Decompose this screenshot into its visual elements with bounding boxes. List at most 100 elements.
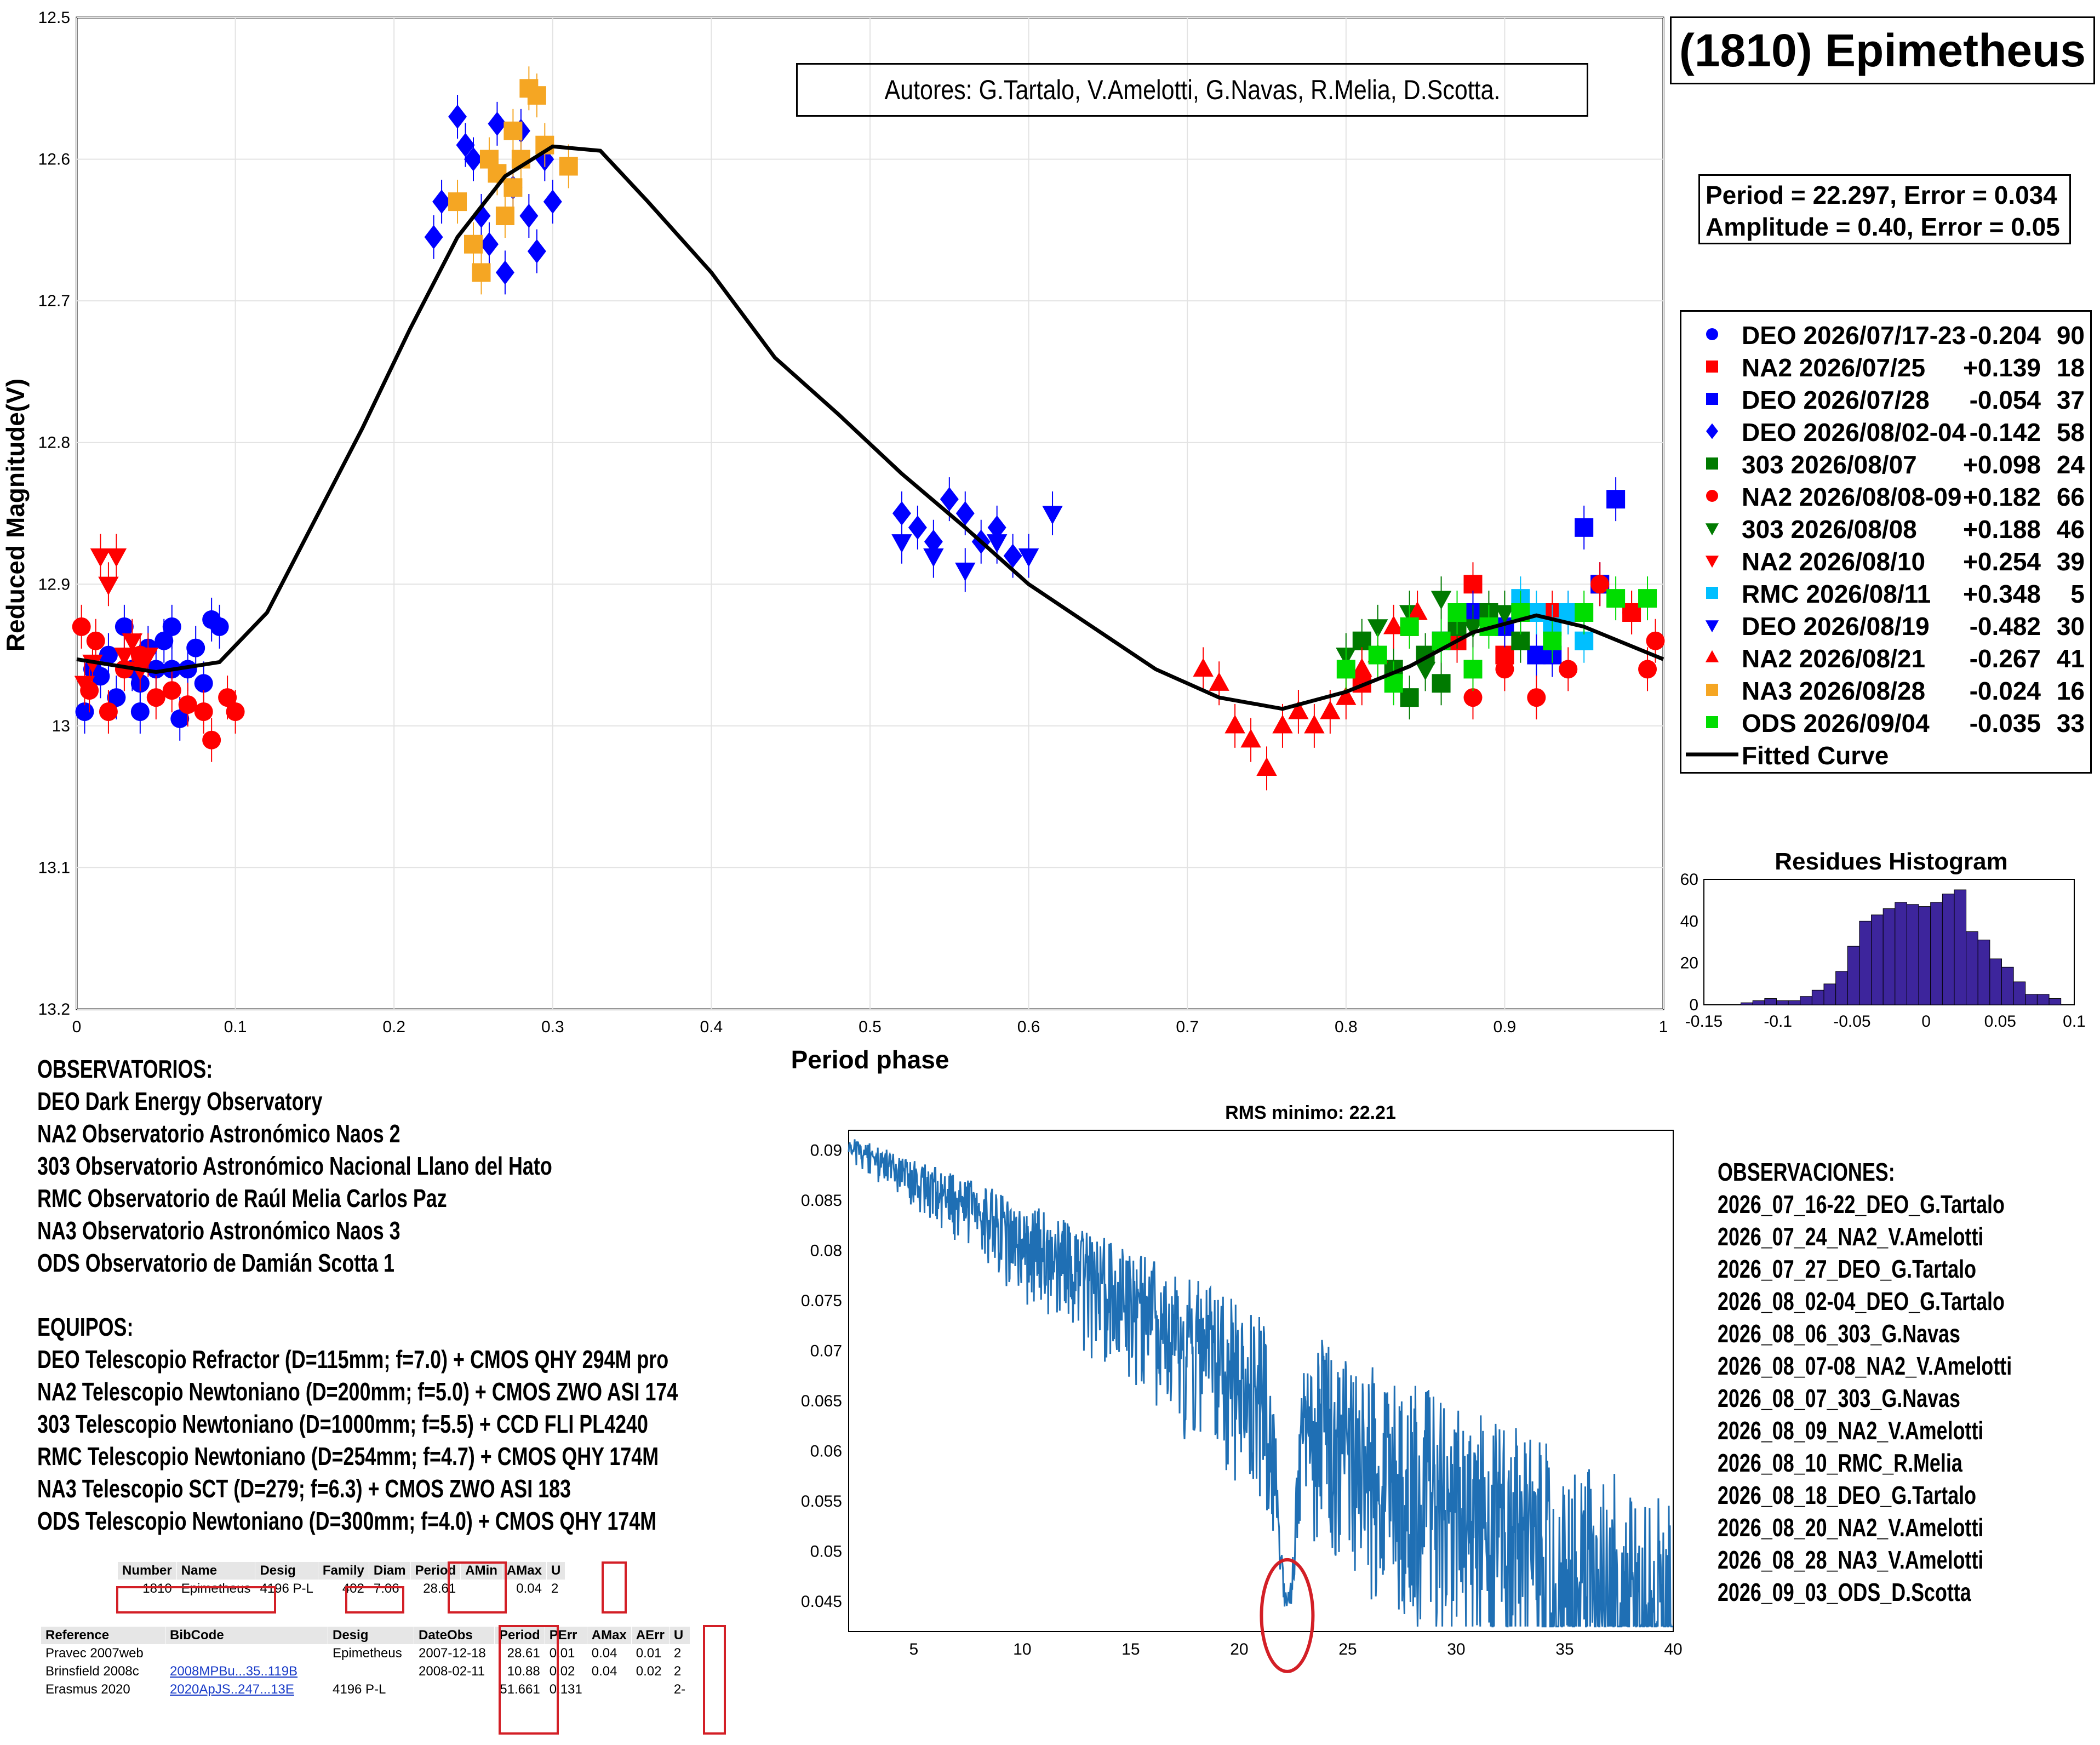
- table-cell: 1810: [117, 1580, 177, 1598]
- legend-item: DEO 2026/07/17-23 -0.204 90: [1681, 318, 2090, 351]
- data-point: [503, 178, 523, 197]
- data-point: [527, 86, 546, 105]
- histogram-bar: [1966, 931, 1978, 1005]
- data-point: [107, 688, 126, 707]
- periodogram-title: RMS minimo: 22.21: [1225, 1102, 1396, 1123]
- data-point: [464, 234, 483, 254]
- observacion-line: 2026_07_24_NA2_V.Amelotti: [1718, 1222, 1984, 1251]
- x-tick-label: 20: [1230, 1640, 1248, 1658]
- y-tick-label: 0.05: [810, 1543, 842, 1561]
- table-cell: 0.04: [501, 1580, 547, 1598]
- histogram-bar: [1989, 958, 2002, 1005]
- legend-item: NA2 2026/08/21 -0.267 41: [1681, 642, 2090, 674]
- col-header: Reference: [41, 1626, 165, 1645]
- legend-item: 303 2026/08/07 +0.098 24: [1681, 448, 2090, 480]
- data-point: [115, 617, 134, 636]
- equipos-block: EQUIPOS: DEO Telescopio Refractor (D=115…: [37, 1311, 678, 1537]
- lightcurve-plot: 0 0.1 0.2 0.3 0.4 0.5 0.6 0.7 0.8 0.9 1 12.5 12.6 12.…: [1, 9, 1668, 1074]
- y-tick-label: 0: [1689, 996, 1698, 1014]
- observacion-line: 2026_08_10_RMC_R.Melia: [1718, 1449, 1962, 1477]
- col-header: U: [668, 1626, 691, 1645]
- data-point: [74, 676, 95, 695]
- chart-title: (1810) Epimetheus: [1670, 16, 2095, 84]
- data-point: [1463, 660, 1483, 679]
- legend-marker-shape: [1706, 587, 1718, 599]
- legend-label: NA2 2026/08/10: [1742, 547, 1926, 576]
- legend-marker-shape: [1706, 490, 1718, 502]
- x-tick-label: 0.7: [1176, 1018, 1199, 1036]
- data-point: [202, 730, 221, 750]
- legend-offset: -0.024: [1969, 677, 2041, 705]
- histogram-bar: [1895, 902, 1907, 1005]
- data-point: [1622, 603, 1641, 622]
- data-point: [495, 260, 514, 285]
- legend-marker: [1706, 490, 1718, 502]
- data-point: [503, 121, 523, 140]
- observatorio-line: RMC Observatorio de Raúl Melia Carlos Pa…: [37, 1184, 447, 1212]
- observaciones-heading: OBSERVACIONES:: [1718, 1158, 1895, 1186]
- legend-marker: [1706, 361, 1718, 373]
- data-point: [1336, 660, 1355, 679]
- table-cell: 2: [668, 1644, 691, 1663]
- legend-label: ODS 2026/09/04: [1742, 709, 1930, 737]
- highlight-box: [602, 1561, 627, 1614]
- y-tick-label: 20: [1680, 954, 1698, 972]
- data-point: [519, 203, 539, 228]
- data-point: [170, 709, 190, 728]
- x-tick-label: 0.05: [1984, 1012, 2016, 1031]
- y-tick-label: 0.07: [810, 1342, 842, 1360]
- histogram-bar: [1918, 906, 1931, 1005]
- table-cell: 2: [668, 1662, 691, 1681]
- legend-item: NA2 2026/07/25 +0.139 18: [1681, 351, 2090, 383]
- bibcode-link[interactable]: 2008MPBu...35..119B: [165, 1662, 328, 1681]
- legend-marker-shape: [1705, 650, 1719, 662]
- data-point: [432, 190, 451, 214]
- data-point: [940, 487, 959, 512]
- table-cell: [414, 1680, 495, 1699]
- bibcode-link[interactable]: 2020ApJS..247...13E: [165, 1680, 328, 1699]
- data-point: [1606, 490, 1626, 509]
- y-tick-label: 0.065: [801, 1392, 842, 1410]
- observatorio-line: DEO Dark Energy Observatory: [37, 1087, 323, 1115]
- fit-results-box: Period = 22.297, Error = 0.034 Amplitude…: [1698, 174, 2071, 244]
- y-tick-label: 0.08: [810, 1242, 842, 1260]
- data-point: [210, 617, 229, 636]
- legend-item: DEO 2026/07/28 -0.054 37: [1681, 383, 2090, 415]
- x-tick-label: 35: [1555, 1640, 1573, 1658]
- legend-label: DEO 2026/08/19: [1742, 612, 1930, 640]
- col-header: PErr: [544, 1626, 587, 1645]
- legend-offset: +0.254: [1963, 547, 2041, 576]
- observacion-line: 2026_08_07-08_NA2_V.Amelotti: [1718, 1352, 2012, 1380]
- data-point: [130, 702, 150, 721]
- data-point: [955, 501, 975, 526]
- data-point: [1367, 619, 1388, 638]
- legend-item: DEO 2026/08/02-04 -0.142 58: [1681, 415, 2090, 448]
- legend-marker-shape: [1705, 556, 1719, 568]
- authors-text: Autores: G.Tartalo, V.Amelotti, G.Navas,…: [884, 75, 1500, 105]
- col-header: Period: [494, 1626, 545, 1645]
- rms-periodogram: RMS minimo: 22.21 5 10 15 20 25 30 35 40 0.045 0.…: [801, 1102, 1683, 1673]
- data-point: [162, 681, 181, 700]
- legend-label: DEO 2026/08/02-04: [1742, 418, 1966, 447]
- legend-marker: [1705, 523, 1719, 536]
- col-header: Desig: [328, 1626, 414, 1645]
- data-point: [1495, 660, 1514, 679]
- data-point: [527, 239, 546, 264]
- col-header: BibCode: [165, 1626, 328, 1645]
- histogram-bar: [2048, 998, 2062, 1005]
- table-cell: 10.88: [494, 1662, 545, 1681]
- highlight-box: [116, 1586, 276, 1614]
- data-point: [1368, 645, 1387, 665]
- legend-marker: [1705, 650, 1719, 662]
- table-cell: Brinsfield 2008c: [41, 1662, 165, 1681]
- legend-offset: +0.188: [1963, 515, 2041, 543]
- data-point: [72, 617, 91, 636]
- y-tick-label: 13.2: [38, 1000, 70, 1019]
- legend-count: 24: [2056, 450, 2085, 479]
- period-line: Period = 22.297, Error = 0.034: [1706, 181, 2057, 209]
- table-cell: 4196 P-L: [255, 1580, 318, 1598]
- data-point: [1575, 603, 1594, 622]
- residues-histogram: Residues Histogram -0.15 -0.1 -0.05 0 0.05 0.…: [1680, 848, 2086, 1031]
- observatorio-line: 303 Observatorio Astronómico Nacional Ll…: [37, 1152, 552, 1180]
